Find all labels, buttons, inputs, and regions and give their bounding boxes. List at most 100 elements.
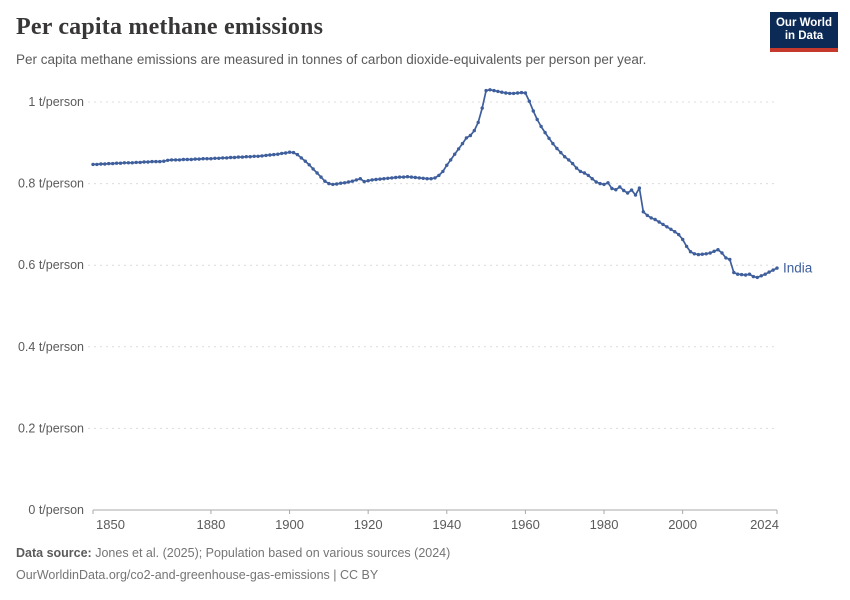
data-point-marker [743,273,748,277]
data-point-marker [374,177,378,182]
data-point-marker [268,153,272,157]
data-point-marker [657,220,661,224]
data-point-marker [323,179,327,183]
data-point-marker [496,89,500,94]
data-point-marker [107,161,111,166]
data-point-marker [688,250,693,254]
owid-logo-line2: in Data [784,30,824,42]
data-point-marker [739,272,744,277]
y-axis-tick-label: 0.6 t/person [18,258,84,272]
data-point-marker [201,157,205,161]
data-point-marker [181,157,186,162]
citation-link[interactable]: OurWorldinData.org/co2-and-greenhouse-ga… [16,567,379,582]
data-point-marker [578,169,583,174]
x-axis-tick-label: 2024 [750,517,779,532]
data-source-label: Data source: [16,546,92,560]
data-point-marker [751,274,756,279]
x-axis-tick-label: 1960 [511,517,540,532]
data-point-marker [637,186,642,190]
data-point-marker [677,232,681,237]
data-point-marker [492,88,496,93]
data-point-marker [484,88,488,93]
y-axis-tick-label: 0.8 t/person [18,177,84,191]
data-point-marker [453,152,457,156]
data-point-marker [775,266,779,270]
data-point-marker [515,91,520,95]
data-point-marker [696,252,701,257]
data-point-marker [315,171,319,175]
data-point-marker [622,188,626,193]
data-point-marker [362,179,366,184]
data-point-marker [708,251,712,255]
data-point-marker [704,252,708,256]
data-point-marker [500,90,504,94]
data-point-marker [405,175,410,179]
data-point-marker [283,151,288,155]
data-point-marker [523,91,528,95]
data-point-marker [559,150,563,155]
data-point-marker [531,109,535,113]
data-point-marker [468,133,473,138]
data-point-marker [433,176,437,180]
data-point-marker [264,153,268,158]
data-point-marker [417,176,421,180]
owid-logo-line1: Our World [775,16,832,29]
data-point-marker [225,156,229,160]
data-point-marker [213,156,217,160]
data-point-marker [429,177,433,181]
data-point-marker [91,162,95,167]
india-series-line[interactable] [92,88,778,279]
data-point-marker [95,162,99,167]
data-point-marker [480,106,484,110]
data-point-marker [401,175,406,179]
data-point-marker [146,160,150,164]
data-point-marker [142,160,146,164]
data-source-text: Jones et al. (2025); Population based on… [91,546,451,560]
data-point-marker [236,155,241,159]
data-point-marker [445,163,449,167]
data-point-marker [390,176,394,180]
data-point-marker [574,166,579,170]
data-point-marker [232,155,237,160]
data-point-marker [299,156,303,160]
data-point-marker [335,182,339,186]
data-point-marker [205,157,209,161]
data-point-marker [456,147,461,151]
data-point-marker [138,160,142,165]
data-point-marker [331,182,335,187]
x-axis-tick-label: 1980 [590,517,619,532]
data-point-marker [567,158,571,162]
data-point-marker [551,141,555,146]
data-point-marker [197,157,201,161]
page-title: Per capita methane emissions [16,14,324,40]
data-point-marker [527,99,531,103]
owid-logo[interactable]: Our World in Data [770,12,838,52]
data-point-marker [649,216,653,220]
data-point-marker [382,177,386,181]
data-point-marker [590,177,594,181]
data-point-marker [185,157,189,162]
data-point-marker [547,136,551,140]
data-point-marker [720,251,724,255]
data-point-marker [472,128,476,133]
x-axis-tick-label: 1880 [196,517,225,532]
chart-footer: Data source: Jones et al. (2025); Popula… [16,543,450,587]
data-point-marker [692,252,697,256]
data-point-marker [732,270,736,275]
data-point-marker [519,90,524,95]
data-point-marker [535,117,539,122]
data-point-marker [177,158,182,162]
data-point-marker [598,181,602,186]
series-label-india[interactable]: India [783,261,813,276]
data-point-marker [464,136,469,140]
data-point-marker [209,157,213,161]
data-point-marker [244,155,248,159]
data-point-marker [771,268,775,272]
data-point-marker [716,248,720,252]
data-point-marker [610,186,614,191]
x-axis-tick-label: 1850 [96,517,125,532]
chart-subtitle: Per capita methane emissions are measure… [16,52,647,67]
data-point-marker [425,177,429,181]
data-point-marker [606,181,610,185]
